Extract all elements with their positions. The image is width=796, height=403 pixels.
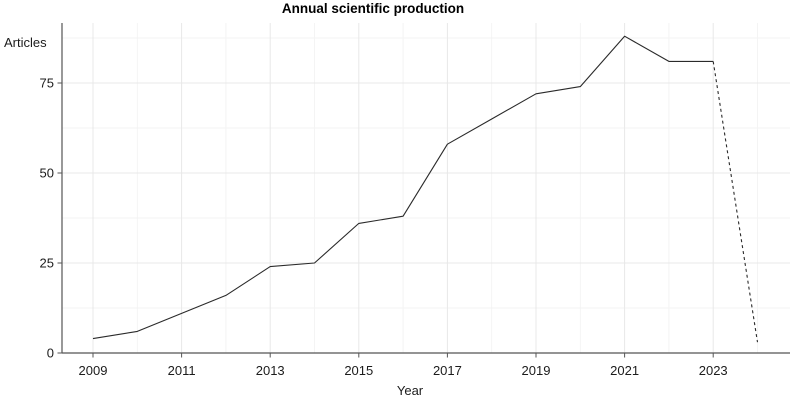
series-line-dashed-tail (712, 61, 759, 343)
x-tick-label: 2023 (699, 363, 728, 378)
y-tick-label: 0 (47, 346, 54, 361)
x-tick-label: 2009 (79, 363, 108, 378)
x-tick-label: 2017 (433, 363, 462, 378)
series-line (92, 35, 714, 340)
x-axis-label: Year (396, 383, 424, 398)
x-tick-label: 2015 (344, 363, 373, 378)
y-tick-label: 25 (40, 256, 54, 271)
chart-title: Annual scientific production (281, 1, 465, 16)
y-tick-label: 75 (40, 76, 54, 91)
x-tick-label: 2013 (256, 363, 285, 378)
x-tick-label: 2011 (168, 363, 196, 378)
y-axis-label: Articles (4, 35, 47, 50)
y-tick-label: 50 (40, 166, 54, 181)
x-tick-label: 2019 (522, 363, 551, 378)
x-tick-label: 2021 (610, 363, 639, 378)
